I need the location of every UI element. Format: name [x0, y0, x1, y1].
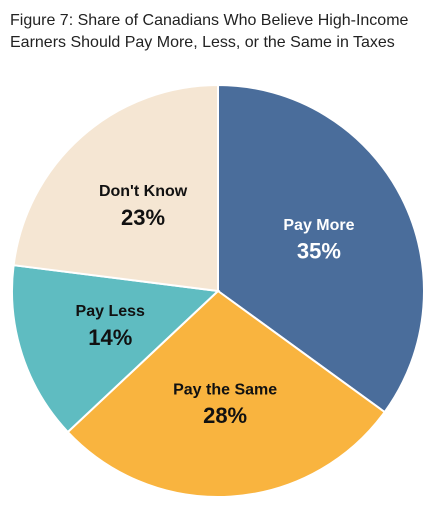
- value-label: 28%: [203, 403, 247, 428]
- pie-slice: [66, 289, 387, 498]
- chart-title: Figure 7: Share of Canadians Who Believe…: [10, 12, 409, 51]
- value-label: 14%: [88, 325, 132, 350]
- slice-label: Pay the Same: [173, 381, 277, 398]
- pie-slice: [217, 83, 425, 414]
- pie-slice: [12, 83, 219, 293]
- pie-slice: [11, 264, 221, 434]
- value-label: 35%: [297, 238, 341, 263]
- slice-label: Don't Know: [99, 183, 188, 200]
- slice-label: Pay Less: [76, 303, 145, 320]
- value-label: 23%: [121, 205, 165, 230]
- slice-label: Pay More: [283, 217, 354, 234]
